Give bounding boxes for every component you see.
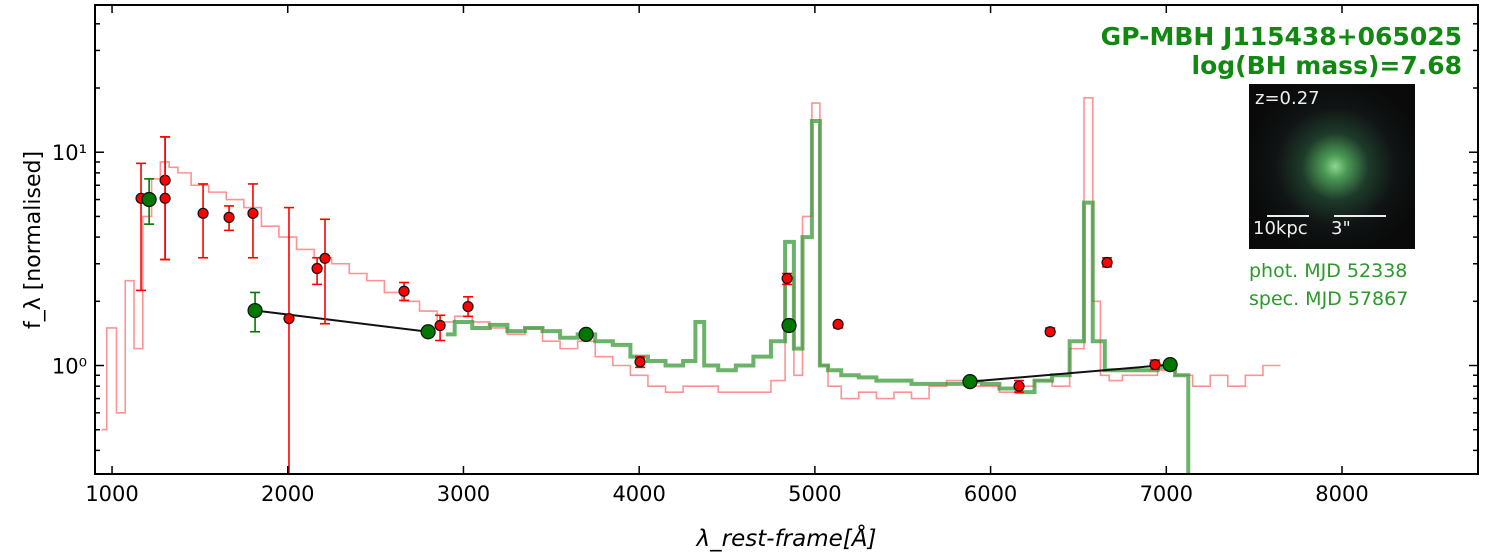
x-tick-label: 2000 [261,482,314,506]
phot-point [832,318,844,330]
galaxy-image: z=0.27 10kpc 3" [1249,84,1415,249]
phot-point [1101,256,1113,269]
spectral-phot-point [962,374,978,390]
phot-point [247,207,259,219]
kpc-scale-label: 10kpc [1253,218,1308,239]
y-axis-label: f_λ [normalised] [21,151,46,329]
chart-title-mass: log(BH mass)=7.68 [1191,51,1462,80]
phot-point [398,285,410,297]
chart-title-object: GP-MBH J115438+065025 [1100,22,1462,51]
phot-point [197,207,209,219]
arcsec-scale-label: 3" [1331,218,1351,239]
phot-point [634,356,646,368]
phot-point [1149,358,1161,371]
x-tick-label: 4000 [612,482,665,506]
phot-point [781,272,793,285]
y-tick-label: 10¹ [52,141,87,165]
kpc-scale-bar [1267,215,1309,217]
spectrum-line-recent-spectrum [445,119,1191,474]
data-layer [101,96,1281,474]
redshift-label: z=0.27 [1255,88,1320,109]
spectral-phot-point [1162,356,1178,373]
spectral-phot-point [420,324,436,340]
phot-point [311,262,323,275]
x-axis-label: λ_rest-frame[Å] [695,524,877,552]
x-tick-label: 7000 [1140,482,1193,506]
phot-point [159,192,171,204]
plot-frame [94,4,1479,475]
x-tick-label: 1000 [85,482,138,506]
x-tick-label: 6000 [964,482,1017,506]
phot-point [1044,326,1056,338]
arcsec-scale-bar [1334,215,1386,217]
continuum-fit-line [254,309,429,333]
spec-mjd-note: spec. MJD 57867 [1249,288,1409,310]
spectral-phot-point [247,302,263,319]
spectral-phot-point [578,326,594,342]
phot-point [319,252,331,264]
spectral-phot-point [141,191,157,208]
spectral-phot-point [781,317,797,334]
phot-point [1013,380,1025,392]
phot-point [223,211,235,223]
continuum-fit-line [969,363,1171,383]
phot-point [283,312,295,325]
y-tick-label: 10⁰ [52,355,87,379]
x-tick-label: 8000 [1315,482,1368,506]
x-tick-label: 3000 [437,482,490,506]
phot-point [462,300,474,313]
x-tick-label: 5000 [788,482,841,506]
spectrum-line-sdss-spectrum [101,96,1281,431]
phot-mjd-note: phot. MJD 52338 [1249,260,1408,282]
phot-point [434,319,446,332]
